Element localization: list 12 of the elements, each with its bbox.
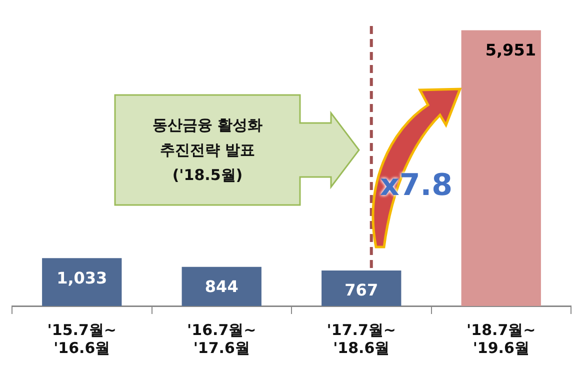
x-tick-label: '15.7월~ '16.6월 [47,320,116,357]
annotation: 동산금융 활성화 추진전략 발표 ('18.5월) [151,114,264,186]
bar [42,258,122,306]
data-label: 844 [204,277,238,296]
data-label: 1,033 [56,268,108,288]
data-label: 5,951 [485,40,536,60]
x-tick-label: '18.7월~ '19.6월 [466,320,536,357]
x-tick-label: '17.7월~ '18.6월 [326,320,396,357]
data-label: 767 [344,280,378,300]
x-tick-label: '16.7월~ '17.6월 [187,320,256,357]
bar [182,266,262,306]
bar [322,270,402,306]
